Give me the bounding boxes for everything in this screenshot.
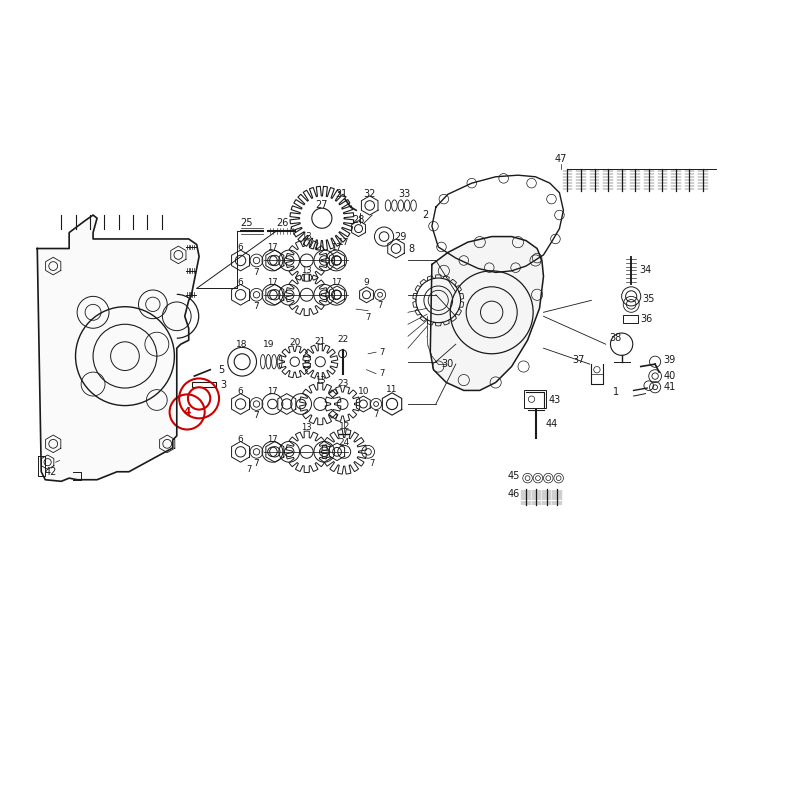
Text: 42: 42 xyxy=(45,466,57,477)
Text: 47: 47 xyxy=(555,154,567,164)
Text: 4: 4 xyxy=(183,407,191,417)
Text: 12: 12 xyxy=(338,422,350,431)
Text: 19: 19 xyxy=(262,340,274,349)
Text: 46: 46 xyxy=(507,489,519,499)
Text: 7: 7 xyxy=(246,465,251,474)
Text: 17: 17 xyxy=(267,386,278,396)
Text: 28: 28 xyxy=(352,215,365,225)
Text: 7: 7 xyxy=(378,301,382,310)
Text: 17: 17 xyxy=(267,434,278,443)
Text: 25: 25 xyxy=(240,218,252,228)
Text: 5: 5 xyxy=(218,365,225,374)
Text: 13: 13 xyxy=(302,266,312,275)
Text: 33: 33 xyxy=(398,190,410,199)
Text: 7: 7 xyxy=(370,459,374,468)
Text: 23: 23 xyxy=(337,378,348,388)
Polygon shape xyxy=(430,237,543,390)
Text: 1: 1 xyxy=(613,387,619,397)
Text: 44: 44 xyxy=(545,419,558,429)
Text: 6: 6 xyxy=(238,434,243,443)
Text: 7: 7 xyxy=(380,348,385,357)
Text: 24: 24 xyxy=(338,438,350,446)
Text: 11: 11 xyxy=(386,385,398,394)
Text: 6: 6 xyxy=(238,243,243,252)
Text: 7: 7 xyxy=(380,369,385,378)
Text: 38: 38 xyxy=(609,333,621,343)
Text: 34: 34 xyxy=(639,265,651,275)
Text: 13: 13 xyxy=(315,375,326,385)
Text: 40: 40 xyxy=(663,371,675,381)
Text: 29: 29 xyxy=(394,231,406,242)
Bar xyxy=(523,390,546,408)
Text: 35: 35 xyxy=(642,294,654,304)
Text: 32: 32 xyxy=(363,190,376,199)
Text: 13: 13 xyxy=(302,232,312,241)
Text: 21: 21 xyxy=(314,337,326,346)
Text: 13: 13 xyxy=(302,423,312,433)
Text: 10: 10 xyxy=(358,386,369,396)
Text: 17: 17 xyxy=(267,278,278,286)
Bar xyxy=(192,382,216,387)
Text: 7: 7 xyxy=(366,313,370,322)
Bar xyxy=(623,314,638,322)
Text: 17: 17 xyxy=(331,278,342,286)
Text: 20: 20 xyxy=(289,338,301,347)
Text: 3: 3 xyxy=(221,380,226,390)
Text: 6: 6 xyxy=(238,386,243,396)
Text: 8: 8 xyxy=(408,243,414,254)
Text: 17: 17 xyxy=(331,243,342,252)
Polygon shape xyxy=(38,215,199,482)
Text: 7: 7 xyxy=(254,459,259,468)
Text: 22: 22 xyxy=(337,335,348,344)
Text: 26: 26 xyxy=(276,218,288,228)
Text: 27: 27 xyxy=(316,201,328,210)
Text: 30: 30 xyxy=(442,359,454,369)
Text: 2: 2 xyxy=(422,210,429,220)
Text: 6: 6 xyxy=(238,278,243,286)
Text: 18: 18 xyxy=(237,340,248,349)
Text: 45: 45 xyxy=(507,470,519,481)
Text: 37: 37 xyxy=(573,355,585,365)
Text: 7: 7 xyxy=(254,302,259,311)
Text: 43: 43 xyxy=(548,395,561,405)
Text: 31: 31 xyxy=(336,190,348,199)
Text: 36: 36 xyxy=(641,314,653,324)
Text: 7: 7 xyxy=(254,411,259,421)
Text: 7: 7 xyxy=(254,268,259,277)
Text: 17: 17 xyxy=(267,243,278,252)
Text: 39: 39 xyxy=(663,355,675,365)
Text: 41: 41 xyxy=(663,382,675,392)
Text: 7: 7 xyxy=(374,410,378,419)
Text: 17: 17 xyxy=(338,238,350,246)
Text: 9: 9 xyxy=(364,278,370,286)
